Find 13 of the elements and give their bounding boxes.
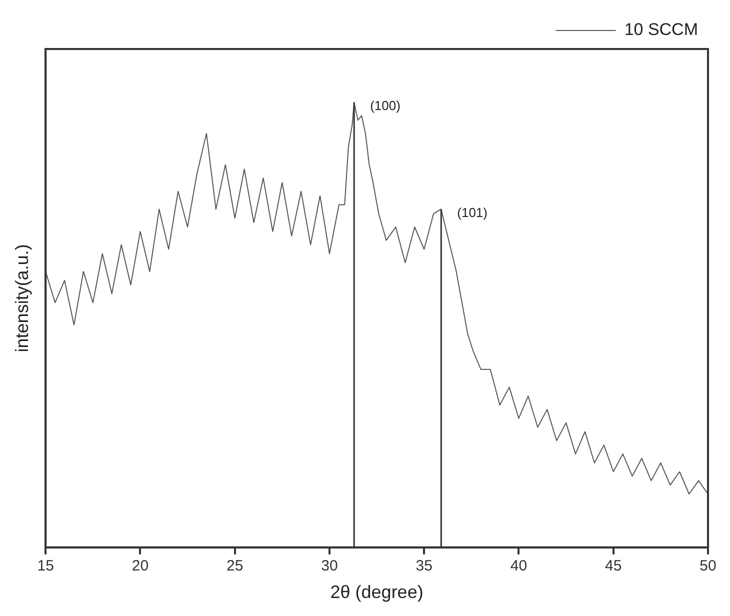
x-tick-label: 35	[416, 558, 432, 575]
x-tick-label: 25	[226, 558, 244, 575]
x-tick-label: 50	[700, 558, 716, 575]
legend-label: 10 SCCM	[624, 20, 698, 40]
x-tick-label: 15	[37, 558, 54, 575]
x-tick-label: 30	[321, 558, 338, 575]
x-tick-label: 40	[510, 558, 528, 575]
annotation: (101)	[457, 204, 488, 220]
x-axis-title: 2θ (degree)	[330, 582, 424, 602]
x-tick-label: 20	[132, 558, 149, 575]
x-tick-label: 45	[605, 558, 622, 575]
y-axis-title: intensity(a.u.)	[12, 244, 32, 352]
annotation: (100)	[370, 98, 400, 113]
